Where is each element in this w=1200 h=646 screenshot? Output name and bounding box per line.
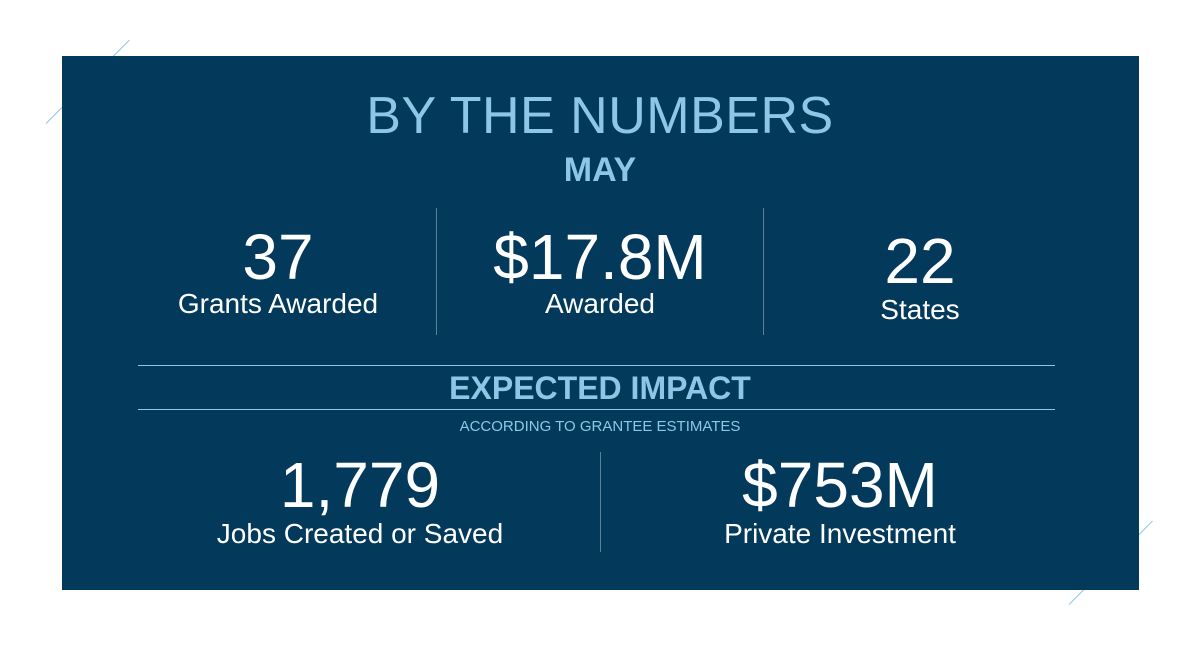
stat-amount-awarded: $17.8M Awarded [440,222,760,320]
stat-value: $753M [742,449,938,521]
stat-value: $17.8M [493,221,707,293]
stat-states: 22 States [780,226,1060,326]
month-label: MAY [563,151,637,189]
impact-heading: EXPECTED IMPACT [449,370,751,406]
stat-label: States [880,294,960,325]
stat-jobs: 1,779 Jobs Created or Saved [180,450,540,550]
stat-label: Awarded [544,288,655,319]
stat-value: 22 [884,225,956,297]
impact-note: ACCORDING TO GRANTEE ESTIMATES [459,418,741,435]
stat-value: 37 [242,221,314,293]
stat-private-investment: $753M Private Investment [680,450,1000,550]
section-rule [138,365,1055,366]
divider [763,208,764,335]
page-title: BY THE NUMBERS [366,87,834,145]
stat-value: 1,779 [279,449,441,521]
divider [600,452,601,552]
divider [436,208,437,335]
stat-label: Jobs Created or Saved [216,518,504,549]
stat-grants: 37 Grants Awarded [150,222,406,320]
stat-label: Private Investment [724,518,956,549]
stat-label: Grants Awarded [177,288,379,319]
section-rule [138,409,1055,410]
